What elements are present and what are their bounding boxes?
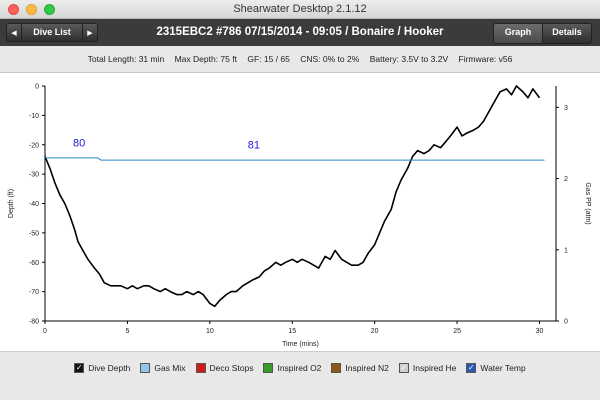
legend-bar: ✓ Dive Depth Gas Mix Deco Stops Inspired…	[0, 351, 600, 400]
dive-list-nav: ◀ Dive List ▶	[6, 23, 98, 42]
dive-depth-checkbox[interactable]: ✓	[74, 363, 85, 373]
y-tick-label: -30	[29, 172, 39, 179]
x-axis-label: Time (mins)	[282, 341, 319, 348]
legend-label: Water Temp	[480, 363, 526, 373]
minimize-window-button[interactable]	[26, 4, 37, 15]
y2-tick-label: 2	[564, 176, 568, 183]
toolbar: ◀ Dive List ▶ 2315EBC2 #786 07/15/2014 -…	[0, 19, 600, 46]
legend-inspired-he[interactable]: ✓ Inspired He	[398, 363, 457, 373]
x-tick-label: 25	[453, 328, 461, 335]
max-depth: Max Depth: 75 ft	[174, 54, 237, 64]
legend-gas-mix[interactable]: Gas Mix	[140, 363, 186, 373]
legend-label: Dive Depth	[88, 363, 131, 373]
title-bar[interactable]: Shearwater Desktop 2.1.12	[0, 0, 600, 19]
legend-label: Inspired He	[412, 363, 457, 373]
inspired-he-checkbox[interactable]: ✓	[398, 363, 409, 373]
y2-tick-label: 3	[564, 105, 568, 112]
close-window-button[interactable]	[8, 4, 19, 15]
dive-graph[interactable]: 0 5 10 15 20 25 30 0 -10 -20 -30 -40 -50 -60 -70 -80 0 1 2…	[0, 73, 600, 350]
y-tick-label: -70	[29, 289, 39, 296]
temp-annotation: 81	[248, 140, 260, 152]
y-axis-label: Depth (ft)	[8, 189, 15, 218]
view-tabs: Graph Details	[493, 23, 592, 44]
y-tick-label: 0	[35, 84, 39, 91]
legend-dive-depth[interactable]: ✓ Dive Depth	[74, 363, 130, 373]
legend-row: ✓ Dive Depth Gas Mix Deco Stops Inspired…	[0, 363, 600, 373]
legend-label: Deco Stops	[209, 363, 254, 373]
legend-label: Gas Mix	[154, 363, 186, 373]
gas-mix-checkbox[interactable]	[140, 363, 151, 373]
water-temp-line	[45, 157, 545, 161]
window-title: Shearwater Desktop 2.1.12	[233, 3, 367, 15]
water-temp-checkbox[interactable]: ✓	[466, 363, 477, 373]
tab-details[interactable]: Details	[542, 24, 591, 43]
y-tick-label: -50	[29, 230, 39, 237]
depth-profile-line	[44, 85, 541, 308]
legend-inspired-o2[interactable]: Inspired O2	[263, 363, 321, 373]
y-tick-label: -10	[29, 113, 39, 120]
zoom-window-button[interactable]	[44, 4, 55, 15]
legend-water-temp[interactable]: ✓ Water Temp	[466, 363, 526, 373]
y-tick-label: -40	[29, 201, 39, 208]
cns: CNS: 0% to 2%	[300, 54, 360, 64]
tab-graph[interactable]: Graph	[494, 24, 542, 43]
forward-arrow-icon[interactable]: ▶	[87, 29, 93, 37]
y2-axis-label: Gas PP (atm)	[584, 182, 591, 224]
x-tick-label: 0	[43, 328, 47, 335]
y2-tick-label: 0	[564, 319, 568, 326]
dive-list-button[interactable]: Dive List	[21, 24, 83, 41]
y-tick-label: -20	[29, 142, 39, 149]
gradient-factors: GF: 15 / 65	[247, 54, 290, 64]
total-length: Total Length: 31 min	[87, 54, 165, 64]
y2-tick-label: 1	[564, 247, 568, 254]
y-tick-label: -60	[29, 260, 39, 267]
legend-inspired-n2[interactable]: Inspired N2	[331, 363, 389, 373]
legend-deco-stops[interactable]: Deco Stops	[195, 363, 254, 373]
x-tick-label: 20	[371, 328, 379, 335]
inspired-o2-checkbox[interactable]	[263, 363, 274, 373]
dive-info-bar: Total Length: 31 min Max Depth: 75 ft GF…	[0, 46, 600, 73]
firmware: Firmware: v56	[458, 54, 513, 64]
x-tick-label: 15	[288, 328, 296, 335]
x-tick-label: 10	[206, 328, 214, 335]
y-tick-label: -80	[29, 319, 39, 326]
deco-stops-checkbox[interactable]	[195, 363, 206, 373]
x-tick-label: 5	[125, 328, 129, 335]
legend-label: Inspired N2	[345, 363, 389, 373]
legend-label: Inspired O2	[277, 363, 322, 373]
battery: Battery: 3.5V to 3.2V	[369, 54, 449, 64]
temp-annotation: 80	[73, 138, 85, 150]
x-tick-label: 30	[536, 328, 544, 335]
dive-chart[interactable]: 0 5 10 15 20 25 30 0 -10 -20 -30 -40 -50 -60 -70 -80 0 1 2…	[0, 73, 600, 350]
inspired-n2-checkbox[interactable]	[331, 363, 342, 373]
back-arrow-icon[interactable]: ◀	[11, 29, 17, 37]
